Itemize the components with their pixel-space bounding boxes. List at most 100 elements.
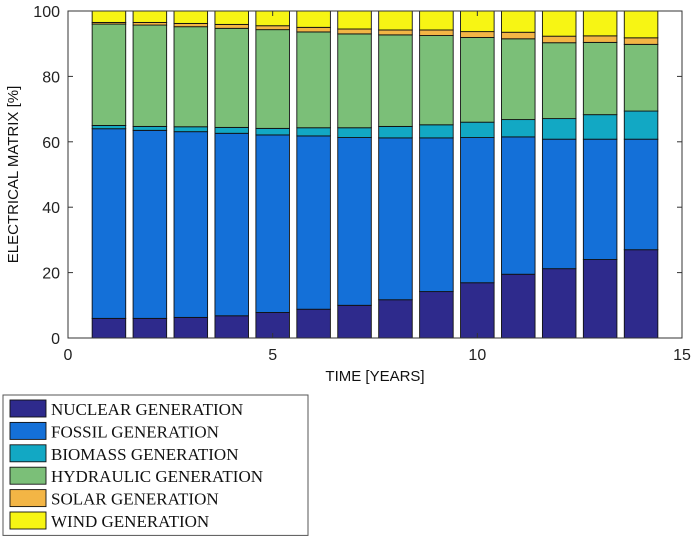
y-axis: 0 20 40 60 80 100 — [33, 4, 682, 348]
legend-swatch — [9, 466, 47, 485]
bar-segment — [214, 315, 249, 339]
legend-frame — [2, 394, 309, 536]
bar-segment — [460, 31, 495, 38]
x-tick-label: 15 — [673, 347, 691, 364]
bar-segment — [378, 34, 413, 127]
bar-segment — [214, 10, 249, 25]
bar-segment — [582, 35, 618, 43]
bar-segment — [460, 282, 495, 339]
bar-segment — [541, 35, 577, 44]
bar-segment — [132, 24, 168, 127]
bar-segment — [623, 110, 659, 140]
bar-segment — [91, 23, 127, 126]
bar-segment — [296, 31, 331, 129]
bar-segment — [419, 137, 454, 293]
bar-segment — [337, 304, 372, 339]
bar-segment — [582, 138, 618, 260]
bar-segment — [91, 128, 127, 319]
bar-segment — [501, 136, 536, 275]
bar-segment — [173, 22, 209, 28]
bar-segment — [91, 317, 127, 339]
bar-segment — [419, 29, 454, 36]
bar-segment — [214, 126, 249, 134]
bar-segment — [419, 10, 454, 31]
bar-segment — [541, 268, 577, 339]
bar-segment — [419, 35, 454, 126]
bar-segment — [173, 126, 209, 133]
bar-segment — [255, 134, 290, 313]
bar-segment — [460, 121, 495, 139]
bar-segment — [173, 316, 209, 339]
bar-segment — [214, 23, 249, 29]
bar-segment — [582, 259, 618, 339]
bar-segment — [541, 10, 577, 37]
y-axis-label: ELECTRICAL MATRIX [%] — [5, 86, 22, 264]
bar-segment — [623, 37, 659, 45]
bar-segment — [378, 299, 413, 339]
bar-segment — [582, 41, 618, 116]
bar-segment — [623, 138, 659, 251]
y-tick-label: 20 — [42, 266, 60, 283]
bar-segment — [419, 124, 454, 139]
legend-swatch — [9, 489, 47, 508]
bar-segment — [296, 127, 331, 137]
bar-segment — [214, 27, 249, 128]
bar-segment — [91, 124, 127, 130]
bar-segment — [623, 10, 659, 39]
x-axis: 0 5 10 15 — [64, 11, 691, 364]
bar-segment — [501, 10, 536, 33]
bar-segment — [501, 38, 536, 121]
bar-segment — [296, 308, 331, 339]
bar-segment — [378, 125, 413, 139]
bar-segment — [337, 127, 372, 138]
bar-segment — [337, 137, 372, 306]
legend: NUCLEAR GENERATION FOSSIL GENERATION BIOMA… — [2, 394, 309, 536]
bar-segment — [501, 273, 536, 339]
legend-label: BIOMASS GENERATION — [51, 445, 238, 464]
bar-segment — [173, 131, 209, 318]
bar-segment — [296, 10, 331, 28]
bar-segment — [337, 33, 372, 129]
y-tick-label: 0 — [51, 331, 60, 348]
bar-segment — [582, 10, 618, 37]
x-tick-label: 0 — [64, 347, 73, 364]
bar-segment — [214, 132, 249, 317]
bar-segment — [623, 43, 659, 112]
legend-swatch — [9, 399, 47, 418]
legend-swatch — [9, 444, 47, 463]
bar-segment — [460, 137, 495, 284]
legend-label: WIND GENERATION — [51, 512, 209, 531]
y-tick-label: 60 — [42, 135, 60, 152]
y-tick-label: 40 — [42, 200, 60, 217]
bar-segment — [132, 129, 168, 319]
legend-swatch — [9, 421, 47, 440]
bar-segment — [296, 26, 331, 33]
bar-segment — [541, 42, 577, 120]
x-tick-label: 10 — [468, 347, 486, 364]
bar-segment — [337, 10, 372, 30]
bar-segment — [378, 29, 413, 36]
bar-segment — [501, 119, 536, 138]
bar-segment — [132, 125, 168, 131]
legend-label: SOLAR GENERATION — [51, 490, 219, 509]
bar-segment — [582, 114, 618, 140]
bar-segment — [501, 31, 536, 40]
bar-segment — [132, 10, 168, 23]
plot-frame — [67, 10, 683, 339]
bar-segment — [296, 135, 331, 310]
bar-segment — [541, 138, 577, 270]
bar-segment — [255, 25, 290, 31]
bar-segment — [255, 127, 290, 136]
bar-segment — [337, 28, 372, 35]
bar-segment — [91, 10, 127, 23]
bar-segment — [255, 29, 290, 129]
legend-label: NUCLEAR GENERATION — [51, 400, 243, 419]
x-axis-label: TIME [YEARS] — [325, 368, 424, 385]
legend-swatch — [9, 511, 47, 530]
bar-segment — [623, 249, 659, 339]
bar-segment — [378, 10, 413, 31]
bars-group — [91, 10, 659, 339]
legend-label: FOSSIL GENERATION — [51, 422, 219, 441]
x-tick-label: 5 — [268, 347, 277, 364]
